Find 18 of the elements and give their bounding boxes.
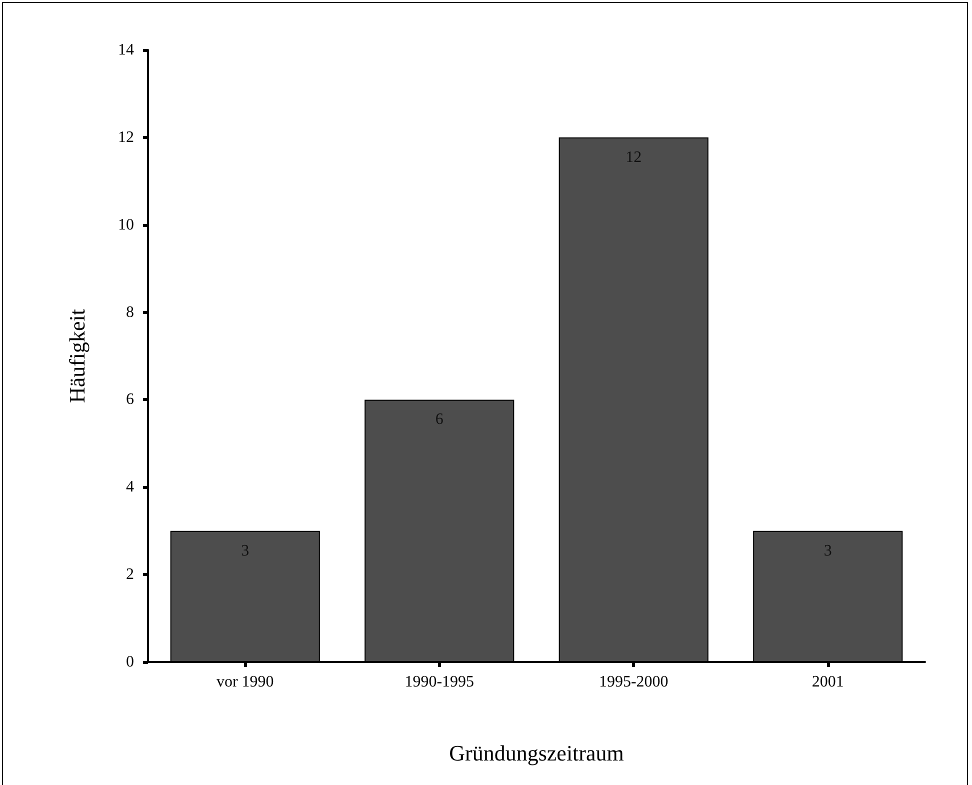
y-tick-label: 10 (118, 216, 134, 234)
x-tick-label: vor 1990 (216, 674, 274, 690)
x-tick-label: 1990-1995 (404, 674, 474, 690)
y-tick-label: 14 (118, 42, 134, 58)
x-tick-label: 1995-2000 (598, 674, 668, 690)
y-tick-label: 2 (126, 566, 134, 584)
y-tick-label: 12 (118, 128, 134, 146)
y-tick-label: 4 (126, 478, 134, 496)
y-axis-title: Häufigkeit (64, 308, 90, 404)
data-label: 12 (626, 148, 642, 166)
x-axis-title: Gründungszeitraum (449, 740, 624, 766)
y-tick-label: 0 (126, 654, 134, 670)
data-label: 3 (241, 542, 250, 560)
data-label: 6 (435, 411, 444, 428)
y-tick-label: 8 (126, 304, 134, 321)
data-label: 3 (824, 542, 832, 560)
y-tick-label: 6 (126, 391, 134, 408)
x-tick-label: 2001 (812, 674, 844, 690)
